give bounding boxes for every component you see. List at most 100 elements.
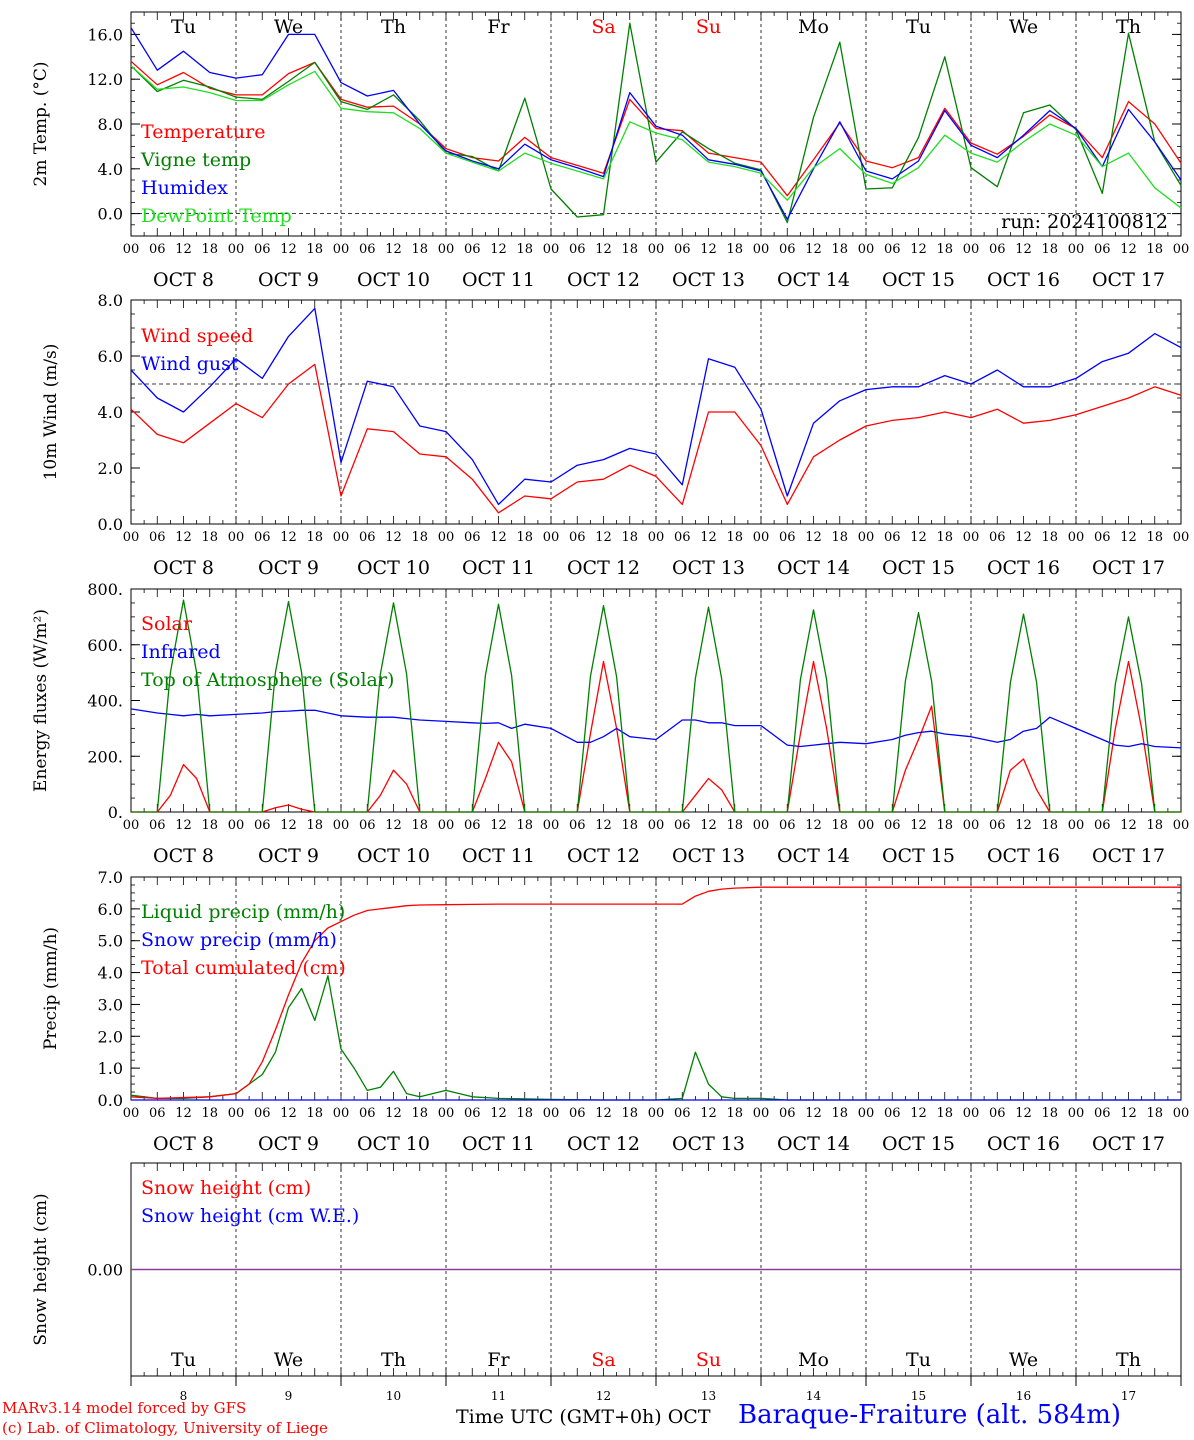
date-label: OCT 12 (567, 845, 640, 867)
date-label: OCT 11 (462, 845, 535, 867)
date-label: OCT 13 (672, 269, 745, 291)
day-number-label: 12 (596, 1389, 611, 1403)
hour-tick-label: 00 (858, 818, 875, 833)
day-number-label: 17 (1121, 1389, 1136, 1403)
hour-tick-label: 00 (123, 530, 140, 545)
y-tick-label: 12.0 (87, 70, 123, 89)
hour-tick-label: 06 (359, 242, 376, 257)
hour-tick-label: 00 (963, 818, 980, 833)
panel-2-frame (130, 299, 1182, 525)
hour-tick-label: 06 (884, 242, 901, 257)
date-label: OCT 14 (777, 1133, 850, 1155)
date-label: OCT 17 (1092, 1133, 1165, 1155)
weekday-label: We (274, 1349, 303, 1371)
series-line-vigne-temp (130, 22, 1182, 224)
hour-tick-label: 18 (936, 242, 953, 257)
hour-tick-label: 06 (884, 1106, 901, 1121)
hour-tick-label: 06 (569, 818, 586, 833)
hour-tick-label: 12 (175, 530, 192, 545)
y-tick-label: 800. (87, 580, 123, 599)
hour-tick-label: 06 (149, 818, 166, 833)
series-line-total-cumulated-cm (130, 886, 1181, 1100)
hour-tick-label: 00 (123, 818, 140, 833)
legend-wind-gust: Wind gust (141, 353, 239, 375)
date-label: OCT 12 (567, 269, 640, 291)
hour-tick-label: 12 (700, 818, 717, 833)
hour-tick-label: 12 (1120, 818, 1137, 833)
legend-snow-height-cm-w-e: Snow height (cm W.E.) (141, 1205, 359, 1227)
date-label: OCT 15 (882, 1133, 955, 1155)
hour-tick-label: 12 (175, 242, 192, 257)
date-label: OCT 15 (882, 557, 955, 579)
hour-tick-label: 12 (385, 242, 402, 257)
weekday-label: We (1009, 1349, 1038, 1371)
date-label: OCT 9 (258, 1133, 319, 1155)
hour-tick-label: 00 (858, 1106, 875, 1121)
hour-tick-label: 12 (700, 530, 717, 545)
hour-tick-label: 06 (989, 242, 1006, 257)
hour-tick-label: 06 (674, 1106, 691, 1121)
hour-tick-label: 06 (569, 242, 586, 257)
y-tick-label: 4.0 (98, 160, 123, 179)
y-tick-label: 4.0 (98, 964, 123, 983)
series-line-dewpoint-temp (130, 65, 1182, 209)
hour-tick-label: 06 (779, 1106, 796, 1121)
hour-tick-label: 00 (543, 818, 560, 833)
day-number-label: 13 (701, 1389, 716, 1403)
legend-liquid-precip-mm-h: Liquid precip (mm/h) (141, 901, 345, 923)
weekday-label: Su (696, 1349, 721, 1371)
date-label: OCT 9 (258, 269, 319, 291)
y-tick-label: 0. (108, 803, 123, 822)
run-label: run: 2024100812 (1001, 211, 1168, 233)
hour-tick-label: 18 (936, 1106, 953, 1121)
hour-tick-label: 18 (1041, 818, 1058, 833)
hour-tick-label: 00 (123, 242, 140, 257)
hour-tick-label: 00 (543, 530, 560, 545)
hour-tick-label: 12 (1015, 242, 1032, 257)
hour-tick-label: 12 (700, 242, 717, 257)
panel-1-y-axis-title: 2m Temp. (°C) (31, 61, 51, 186)
hour-tick-label: 06 (989, 1106, 1006, 1121)
hour-tick-label: 12 (595, 1106, 612, 1121)
hour-tick-label: 06 (1094, 818, 1111, 833)
hour-tick-label: 00 (858, 530, 875, 545)
hour-tick-label: 18 (516, 530, 533, 545)
hour-tick-label: 18 (831, 1106, 848, 1121)
weekday-label: Sa (591, 1349, 615, 1371)
legend-vigne-temp: Vigne temp (140, 149, 251, 171)
hour-tick-label: 18 (726, 530, 743, 545)
hour-tick-label: 12 (1015, 530, 1032, 545)
hour-tick-label: 06 (779, 242, 796, 257)
hour-tick-label: 06 (569, 1106, 586, 1121)
hour-tick-label: 18 (1041, 530, 1058, 545)
hour-tick-label: 12 (910, 530, 927, 545)
hour-tick-label: 12 (910, 818, 927, 833)
hour-tick-label: 18 (306, 530, 323, 545)
hour-tick-label: 06 (254, 530, 271, 545)
hour-tick-label: 12 (805, 818, 822, 833)
hour-tick-label: 18 (201, 1106, 218, 1121)
hour-tick-label: 12 (1015, 1106, 1032, 1121)
hour-tick-label: 06 (569, 530, 586, 545)
panel-1-frame (130, 11, 1182, 237)
hour-tick-label: 18 (201, 242, 218, 257)
date-label: OCT 9 (258, 845, 319, 867)
hour-tick-label: 12 (700, 1106, 717, 1121)
hour-tick-label: 12 (805, 242, 822, 257)
weekday-label: Sa (591, 16, 615, 38)
y-tick-label: 0.0 (98, 205, 123, 224)
day-number-label: 14 (806, 1389, 822, 1403)
hour-tick-label: 06 (254, 818, 271, 833)
series-line-temperature (130, 60, 1182, 197)
date-label: OCT 16 (987, 557, 1060, 579)
hour-tick-label: 00 (228, 1106, 245, 1121)
hour-tick-label: 06 (1094, 530, 1111, 545)
hour-tick-label: 00 (1068, 1106, 1085, 1121)
weekday-label: Th (1116, 1349, 1141, 1371)
legend-solar: Solar (141, 613, 193, 635)
hour-tick-label: 12 (910, 242, 927, 257)
hour-tick-label: 18 (936, 530, 953, 545)
weekday-label: Th (1116, 16, 1141, 38)
hour-tick-label: 00 (753, 1106, 770, 1121)
hour-tick-label: 00 (1068, 818, 1085, 833)
